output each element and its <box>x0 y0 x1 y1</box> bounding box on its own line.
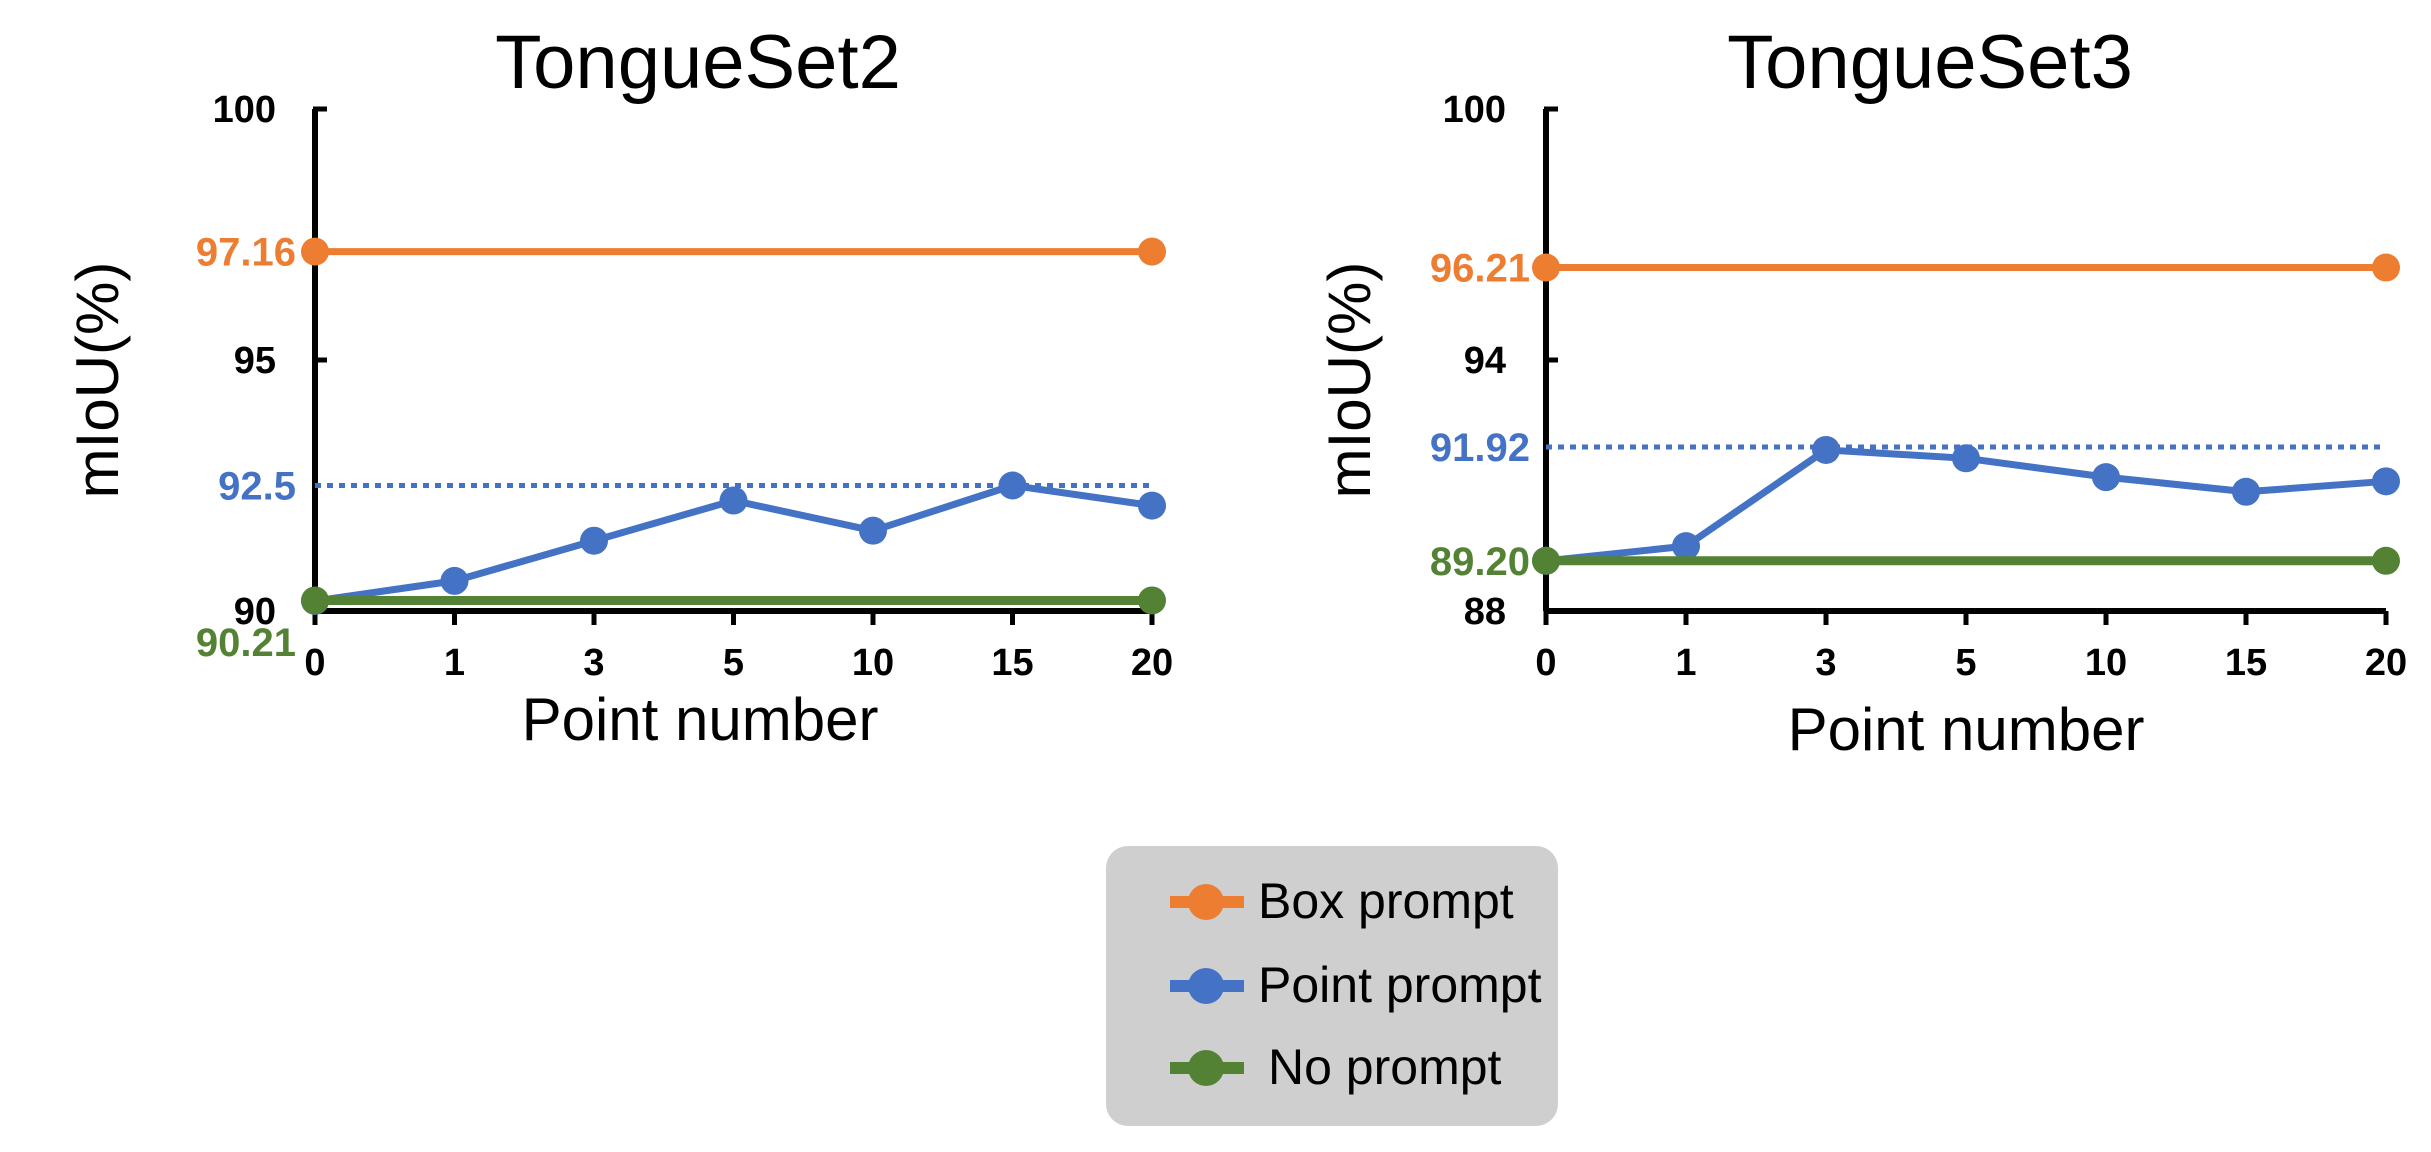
chart1-none-series-point-0 <box>301 586 329 615</box>
chart2-y-tick-label-1: 94 <box>1464 340 1506 382</box>
chart1-x-tick-label-6: 20 <box>1131 642 1173 684</box>
chart2-x-tick-label-1: 1 <box>1675 642 1696 684</box>
chart1-point-series-point-6 <box>1138 491 1166 520</box>
legend-label-point: Point prompt <box>1258 957 1542 1013</box>
chart1-y-axis-label: mIoU(%) <box>64 262 131 499</box>
legend-item-point: Point prompt <box>1136 946 1556 1026</box>
chart2-y-tick-label-0: 88 <box>1464 591 1506 633</box>
legend-marker-none <box>1188 1050 1224 1086</box>
chart2-point-series-point-3 <box>1952 444 1980 473</box>
legend-label-box: Box prompt <box>1258 873 1514 929</box>
legend-item-none: No prompt <box>1136 1028 1556 1108</box>
chart2-none-series-point-0 <box>1532 546 1560 575</box>
chart2-x-tick-label-4: 10 <box>2085 642 2127 684</box>
chart1-y-tick-label-2: 100 <box>213 89 276 131</box>
chart2-x-tick-label-3: 5 <box>1955 642 1976 684</box>
chart1-point-series-point-3 <box>719 486 748 515</box>
chart2-point-reference-label: 91.92 <box>1430 426 1530 470</box>
chart1-box-series-point-0 <box>301 237 329 266</box>
chart2-point-series-point-6 <box>2372 467 2400 496</box>
chart2-none-series-value-label: 89.20 <box>1430 540 1530 584</box>
chart1-point-series-point-1 <box>440 566 469 595</box>
legend: Box prompt Point prompt No prompt <box>1106 846 1558 1126</box>
legend-item-box: Box prompt <box>1136 862 1556 942</box>
chart1-point-reference-label: 92.5 <box>218 465 296 509</box>
chart2-title: TongueSet3 <box>1727 20 2133 105</box>
chart2-none-series-point-1 <box>2372 546 2400 575</box>
chart1-x-tick-label-3: 5 <box>723 642 744 684</box>
chart1-box-series-point-1 <box>1138 237 1166 266</box>
chart1-x-tick-label-5: 15 <box>991 642 1033 684</box>
chart1-x-tick-label-0: 0 <box>304 642 325 684</box>
chart1-y-tick-label-0: 90 <box>234 591 276 633</box>
chart2-point-series-point-1 <box>1672 532 1700 561</box>
chart1-y-tick-label-1: 95 <box>234 340 276 382</box>
chart2-x-tick-label-6: 20 <box>2365 642 2407 684</box>
chart2-y-axis-label: mIoU(%) <box>1316 262 1383 499</box>
chart2-x-tick-label-5: 15 <box>2225 642 2267 684</box>
chart1-point-series-point-5 <box>998 471 1027 500</box>
chart1-none-series-point-1 <box>1138 586 1166 615</box>
legend-marker-point <box>1188 968 1224 1004</box>
chart2-x-tick-label-2: 3 <box>1815 642 1836 684</box>
chart1-none-series-value-label: 90.21 <box>196 621 296 665</box>
chart2-x-axis-label: Point number <box>1788 696 2145 763</box>
chart1-x-tick-label-4: 10 <box>852 642 894 684</box>
chart1-x-tick-label-2: 3 <box>583 642 604 684</box>
chart1-x-tick-label-1: 1 <box>444 642 465 684</box>
chart1-title: TongueSet2 <box>495 20 901 105</box>
chart2-box-series-point-0 <box>1532 253 1560 282</box>
chart1-x-axis-label: Point number <box>522 686 879 753</box>
chart2-y-tick-label-2: 100 <box>1443 89 1506 131</box>
legend-marker-box <box>1188 884 1224 920</box>
legend-label-none: No prompt <box>1268 1039 1502 1095</box>
chart2-box-series-value-label: 96.21 <box>1430 247 1530 291</box>
chart2-point-series-point-5 <box>2232 477 2260 506</box>
chart1-point-series-point-2 <box>580 526 608 555</box>
chart2-box-series-point-1 <box>2372 253 2400 282</box>
chart2-point-series-point-4 <box>2092 463 2120 492</box>
chart1-point-series-point-4 <box>859 516 887 545</box>
chart2-point-series-point-2 <box>1812 435 1840 464</box>
chart2-x-tick-label-0: 0 <box>1535 642 1556 684</box>
chart1-box-series-value-label: 97.16 <box>196 231 296 275</box>
